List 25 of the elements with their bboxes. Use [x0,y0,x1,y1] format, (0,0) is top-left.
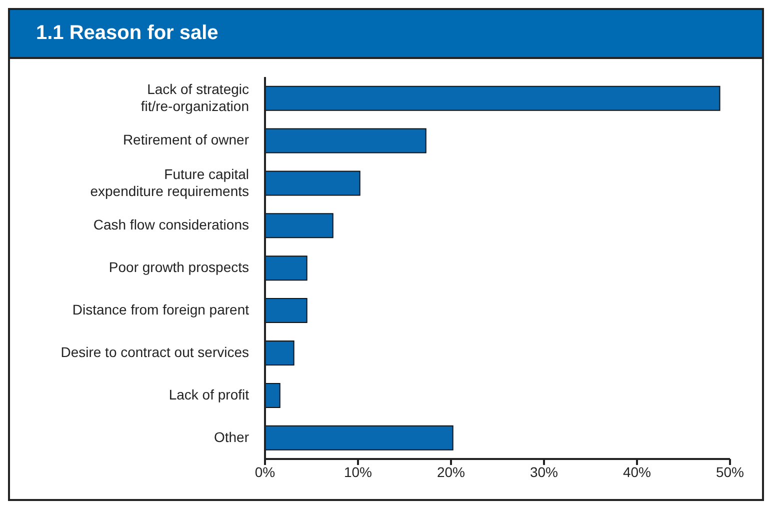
bar [265,382,280,408]
y-tick-label: Retirement of owner [122,131,250,148]
y-tick-label: Future capital expenditure requirements [90,166,249,199]
y-tick-label: Cash flow considerations [93,216,249,232]
x-tick-label: 20% [436,464,466,480]
x-tick-label: 10% [344,464,372,480]
x-tick-label: 40% [622,464,652,480]
x-tick-label: 50% [716,464,744,480]
x-tick-label: 0% [254,464,276,480]
y-tick-label: Distance from foreign parent [72,301,250,318]
y-tick-label: Lack of strategic fit/re-organization [140,80,249,114]
bar [265,86,720,111]
bar [265,170,360,196]
bar [265,425,454,450]
x-tick-label: 30% [530,464,558,480]
y-tick-label: Lack of profit [168,386,250,402]
chart-title: 1.1 Reason for sale [10,10,762,59]
bar [265,298,308,324]
bar [265,128,426,154]
bar [265,256,308,281]
y-tick-label: Other [214,428,250,444]
y-tick-label: Desire to contract out services [60,344,249,360]
bar [265,213,334,238]
bar [265,340,294,366]
y-tick-label: Poor growth prospects [108,258,249,275]
